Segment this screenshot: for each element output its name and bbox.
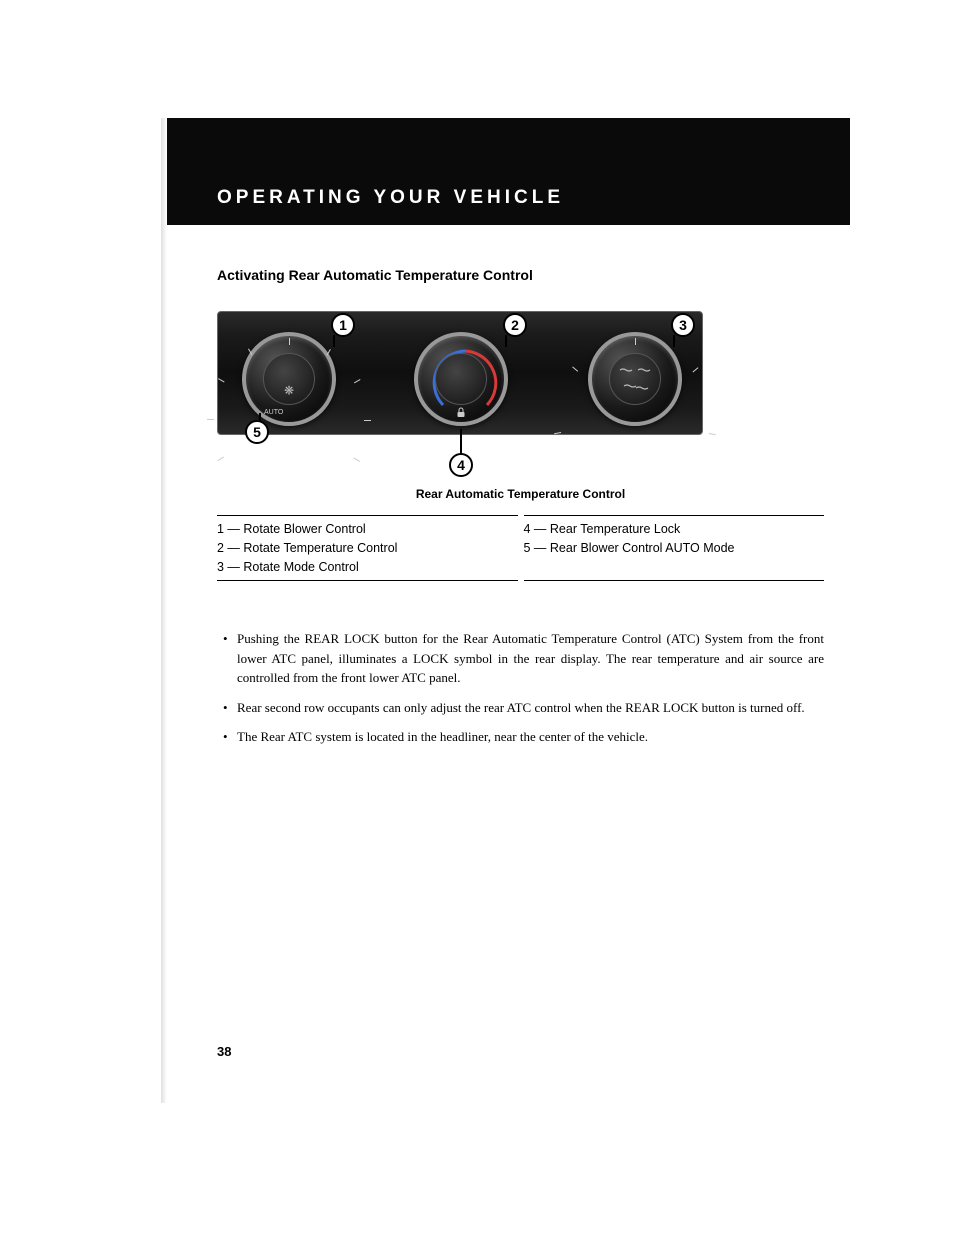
bullet-item: Rear second row occupants can only adjus… [217, 698, 824, 718]
auto-label: AUTO [264, 409, 283, 416]
control-panel: ❋ AUTO [217, 311, 703, 435]
page-number: 38 [217, 1044, 231, 1059]
header-title: OPERATING YOUR VEHICLE [217, 187, 564, 209]
dial-blower: ❋ AUTO [242, 332, 336, 426]
callout-line [460, 429, 462, 455]
legend-item: 1 — Rotate Blower Control [217, 520, 518, 539]
legend-column-right: 4 — Rear Temperature Lock 5 — Rear Blowe… [524, 515, 825, 581]
dial-knob [435, 353, 487, 405]
lock-icon [457, 407, 466, 418]
page: OPERATING YOUR VEHICLE Activating Rear A… [167, 118, 850, 757]
legend-item: 3 — Rotate Mode Control [217, 558, 518, 577]
content-area: Activating Rear Automatic Temperature Co… [167, 225, 850, 747]
section-title: Activating Rear Automatic Temperature Co… [217, 267, 824, 283]
legend-item: 5 — Rear Blower Control AUTO Mode [524, 539, 825, 558]
dial-mode [588, 332, 682, 426]
bullet-item: Pushing the REAR LOCK button for the Rea… [217, 629, 824, 688]
callout-1: 1 [331, 313, 355, 337]
callout-2: 2 [503, 313, 527, 337]
fan-icon: ❋ [284, 384, 294, 399]
legend-item: 2 — Rotate Temperature Control [217, 539, 518, 558]
bullet-list: Pushing the REAR LOCK button for the Rea… [217, 629, 824, 747]
figure-diagram: ❋ AUTO [217, 305, 703, 481]
figure-legend: 1 — Rotate Blower Control 2 — Rotate Tem… [217, 515, 824, 581]
figure-caption: Rear Automatic Temperature Control [217, 487, 824, 501]
callout-line [505, 335, 507, 347]
callout-5: 5 [245, 420, 269, 444]
header-bar: OPERATING YOUR VEHICLE [167, 118, 850, 225]
callout-line [673, 335, 675, 347]
bullet-item: The Rear ATC system is located in the he… [217, 727, 824, 747]
legend-item: 4 — Rear Temperature Lock [524, 520, 825, 539]
callout-3: 3 [671, 313, 695, 337]
vent-icon [612, 356, 658, 402]
dial-temperature [414, 332, 508, 426]
legend-column-left: 1 — Rotate Blower Control 2 — Rotate Tem… [217, 515, 518, 581]
callout-line [333, 335, 335, 347]
callout-4: 4 [449, 453, 473, 477]
